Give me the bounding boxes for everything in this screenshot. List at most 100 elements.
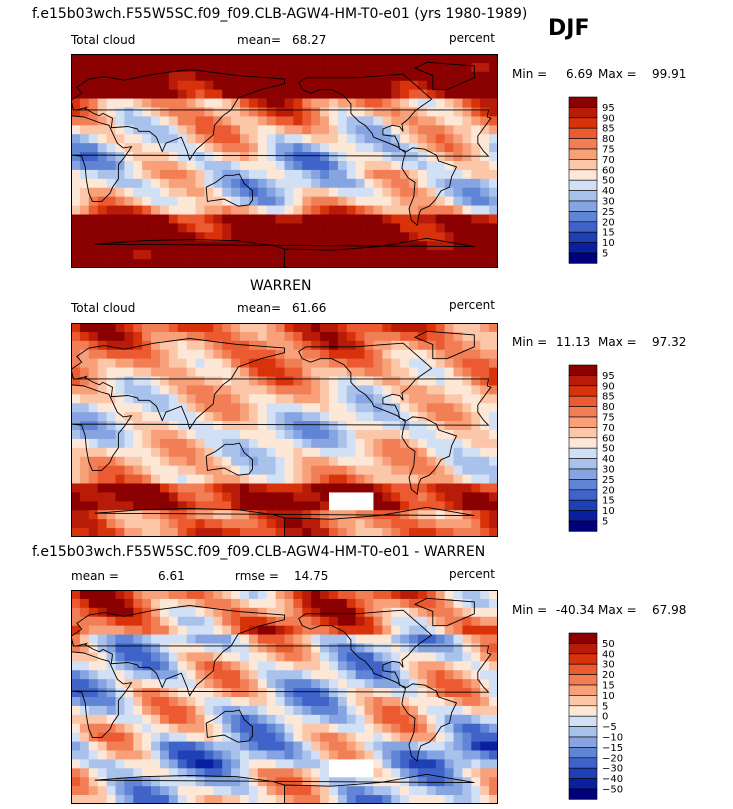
field-cell bbox=[311, 447, 321, 458]
field-cell bbox=[355, 187, 365, 197]
field-cell bbox=[373, 723, 383, 733]
field-cell bbox=[346, 107, 356, 117]
field-cell bbox=[97, 723, 107, 733]
field-cell bbox=[186, 705, 196, 716]
field-cell bbox=[204, 98, 214, 108]
field-cell bbox=[142, 723, 152, 733]
field-cell bbox=[159, 143, 170, 153]
field-cell bbox=[71, 616, 81, 626]
field-cell bbox=[426, 456, 437, 466]
field-cell bbox=[311, 616, 321, 626]
field-cell bbox=[257, 232, 268, 242]
field-cell bbox=[462, 71, 472, 82]
field-cell bbox=[204, 679, 214, 689]
field-cell bbox=[159, 598, 170, 609]
field-cell bbox=[311, 723, 321, 733]
field-cell bbox=[240, 705, 250, 716]
field-cell bbox=[248, 196, 259, 206]
field-cell bbox=[115, 590, 125, 600]
field-cell bbox=[151, 634, 161, 644]
field-cell bbox=[79, 732, 90, 742]
field-cell bbox=[115, 62, 125, 73]
field-cell bbox=[231, 447, 241, 458]
field-cell bbox=[71, 438, 81, 449]
field-cell bbox=[79, 528, 90, 537]
field-cell bbox=[355, 625, 365, 635]
field-cell bbox=[151, 412, 161, 422]
field-cell bbox=[257, 438, 268, 449]
field-cell bbox=[311, 62, 321, 73]
field-cell bbox=[364, 349, 374, 359]
field-cell bbox=[320, 607, 330, 618]
field-cell bbox=[417, 232, 428, 242]
field-cell bbox=[266, 625, 276, 635]
field-cell bbox=[302, 465, 312, 475]
field-cell bbox=[337, 590, 348, 600]
field-cell bbox=[480, 134, 490, 144]
field-cell bbox=[311, 598, 321, 609]
field-cell bbox=[133, 777, 143, 787]
field-cell bbox=[151, 323, 161, 333]
field-cell bbox=[222, 241, 232, 251]
field-cell bbox=[222, 178, 232, 189]
field-cell bbox=[346, 223, 356, 233]
field-cell bbox=[471, 501, 481, 511]
colorbar-swatch bbox=[568, 179, 598, 191]
field-cell bbox=[302, 340, 312, 351]
field-cell bbox=[435, 528, 445, 537]
field-cell bbox=[142, 528, 152, 537]
field-cell bbox=[320, 652, 330, 662]
field-cell bbox=[186, 187, 196, 197]
field-cell bbox=[151, 625, 161, 635]
field-cell bbox=[106, 795, 116, 804]
panel1-variable: Total cloud bbox=[71, 33, 136, 47]
field-cell bbox=[195, 697, 205, 707]
field-cell bbox=[462, 331, 472, 342]
field-cell bbox=[79, 394, 90, 404]
field-cell bbox=[168, 187, 179, 197]
field-cell bbox=[293, 741, 303, 751]
field-cell bbox=[151, 196, 161, 206]
field-cell bbox=[159, 89, 170, 99]
field-cell bbox=[195, 652, 205, 662]
field-cell bbox=[417, 169, 428, 180]
field-cell bbox=[195, 510, 205, 520]
field-cell bbox=[346, 421, 356, 431]
field-cell bbox=[426, 143, 437, 153]
field-cell bbox=[186, 634, 196, 644]
field-cell bbox=[320, 196, 330, 206]
colorbar-swatch bbox=[568, 138, 598, 150]
field-cell bbox=[426, 340, 437, 351]
field-cell bbox=[426, 430, 437, 440]
field-cell bbox=[88, 169, 98, 180]
field-cell bbox=[337, 223, 348, 233]
field-cell bbox=[275, 196, 285, 206]
field-cell bbox=[489, 723, 498, 733]
field-cell bbox=[177, 492, 187, 502]
field-cell bbox=[311, 385, 321, 395]
field-cell bbox=[266, 732, 276, 742]
field-cell bbox=[222, 205, 232, 215]
field-cell bbox=[115, 376, 125, 386]
field-cell bbox=[97, 323, 107, 333]
field-cell bbox=[142, 385, 152, 395]
field-cell bbox=[79, 768, 90, 778]
field-cell bbox=[106, 670, 116, 680]
field-cell bbox=[168, 759, 179, 769]
field-cell bbox=[266, 323, 276, 333]
field-cell bbox=[195, 519, 205, 529]
field-cell bbox=[133, 607, 143, 618]
field-cell bbox=[142, 777, 152, 787]
field-cell bbox=[453, 376, 463, 386]
field-cell bbox=[391, 152, 401, 162]
field-cell bbox=[489, 777, 498, 787]
field-cell bbox=[88, 125, 98, 135]
colorbar-swatch bbox=[568, 242, 598, 254]
field-cell bbox=[480, 465, 490, 475]
field-cell bbox=[97, 616, 107, 626]
field-cell bbox=[426, 777, 437, 787]
field-cell bbox=[328, 519, 339, 529]
field-cell bbox=[435, 80, 445, 90]
field-cell bbox=[489, 125, 498, 135]
field-cell bbox=[400, 714, 410, 725]
